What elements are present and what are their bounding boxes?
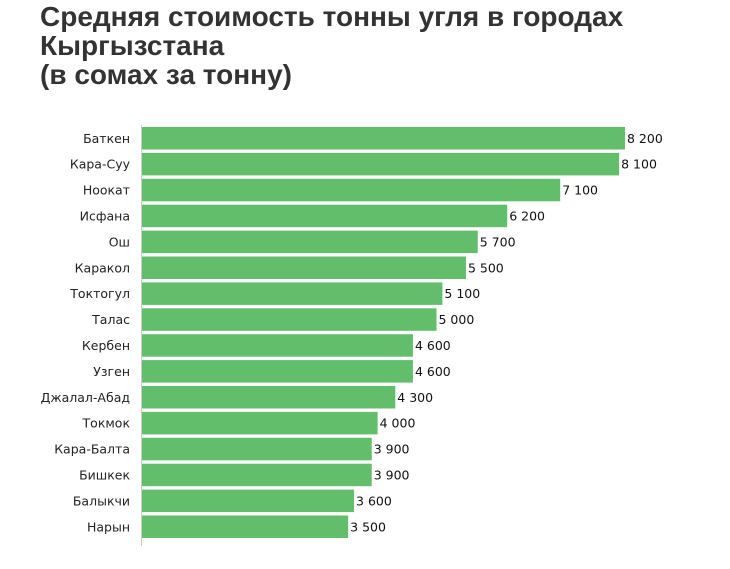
category-label: Талас xyxy=(91,312,130,327)
value-label: 3 600 xyxy=(356,493,392,508)
value-label: 4 000 xyxy=(380,416,416,431)
bar xyxy=(142,152,620,176)
value-label: 4 300 xyxy=(397,390,433,405)
category-label: Токтогул xyxy=(69,286,130,301)
value-label: 6 200 xyxy=(509,208,545,223)
category-label: Джалал-Абад xyxy=(41,390,130,405)
bar xyxy=(142,127,625,150)
value-label: 3 500 xyxy=(350,519,386,534)
category-label: Ноокат xyxy=(83,183,130,198)
category-label: Токмок xyxy=(82,416,131,431)
category-label: Ош xyxy=(109,234,130,249)
bar xyxy=(142,411,378,435)
chart-title-line-3: (в сомах за тонну) xyxy=(40,59,292,90)
value-label: 5 700 xyxy=(480,234,516,249)
value-label: 5 000 xyxy=(439,312,475,327)
bar xyxy=(142,515,349,538)
bar xyxy=(142,489,355,513)
bar xyxy=(142,204,508,228)
value-label: 5 100 xyxy=(444,286,480,301)
value-label: 3 900 xyxy=(374,467,410,482)
category-label: Кербен xyxy=(82,338,130,353)
bar xyxy=(142,334,413,357)
value-label: 8 200 xyxy=(627,131,663,146)
bar xyxy=(142,230,478,254)
category-label: Баткен xyxy=(83,131,130,146)
category-label: Бишкек xyxy=(79,467,130,482)
category-label: Исфана xyxy=(80,208,130,223)
chart-title-line-1: Средняя стоимость тонны угля в городах xyxy=(40,1,624,32)
bar xyxy=(142,256,466,279)
category-label: Нарын xyxy=(87,519,130,534)
bar xyxy=(142,282,443,305)
value-label: 5 500 xyxy=(468,260,504,275)
bar xyxy=(142,437,372,461)
category-label: Балыкчи xyxy=(73,493,130,508)
value-label: 8 100 xyxy=(621,157,657,172)
value-label: 4 600 xyxy=(415,364,451,379)
bar xyxy=(142,386,396,409)
value-label: 4 600 xyxy=(415,338,451,353)
chart-title-line-2: Кыргызстана xyxy=(40,30,225,61)
value-label: 7 100 xyxy=(562,183,598,198)
chart-title: Средняя стоимость тонны угля в городах К… xyxy=(40,2,720,89)
value-label: 3 900 xyxy=(374,442,410,457)
category-label: Каракол xyxy=(75,260,130,275)
bar xyxy=(142,308,437,331)
category-label: Кара-Балта xyxy=(54,442,130,457)
category-label: Узген xyxy=(93,364,130,379)
category-label: Кара-Суу xyxy=(70,157,131,172)
bar xyxy=(142,360,413,383)
bar xyxy=(142,178,561,202)
bar xyxy=(142,463,372,487)
